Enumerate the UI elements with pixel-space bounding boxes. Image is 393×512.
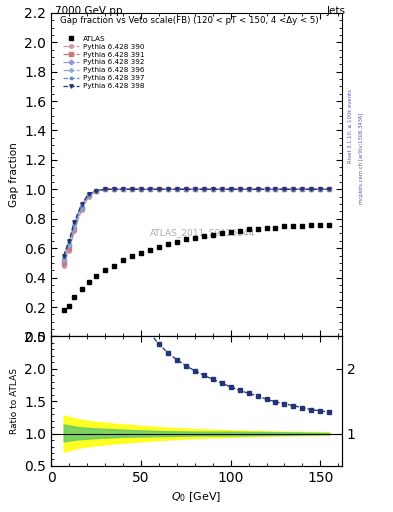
Text: 7000 GeV pp: 7000 GeV pp: [55, 6, 123, 16]
Text: mcplots.cern.ch [arXiv:1306.3436]: mcplots.cern.ch [arXiv:1306.3436]: [359, 113, 364, 204]
Text: Jets: Jets: [327, 6, 346, 16]
Y-axis label: Gap fraction: Gap fraction: [9, 142, 18, 207]
Text: Gap fraction vs Veto scale(FB) (120 < pT < 150, 4 <Δy < 5): Gap fraction vs Veto scale(FB) (120 < pT…: [60, 16, 318, 25]
Legend: ATLAS, Pythia 6.428 390, Pythia 6.428 391, Pythia 6.428 392, Pythia 6.428 396, P: ATLAS, Pythia 6.428 390, Pythia 6.428 39…: [63, 36, 144, 89]
Text: ATLAS_2011_S9126244: ATLAS_2011_S9126244: [150, 228, 255, 238]
X-axis label: $Q_0$ [GeV]: $Q_0$ [GeV]: [171, 490, 222, 504]
Text: Rivet 3.1.10, ≥ 100k events: Rivet 3.1.10, ≥ 100k events: [348, 89, 353, 163]
Y-axis label: Ratio to ATLAS: Ratio to ATLAS: [10, 368, 19, 434]
